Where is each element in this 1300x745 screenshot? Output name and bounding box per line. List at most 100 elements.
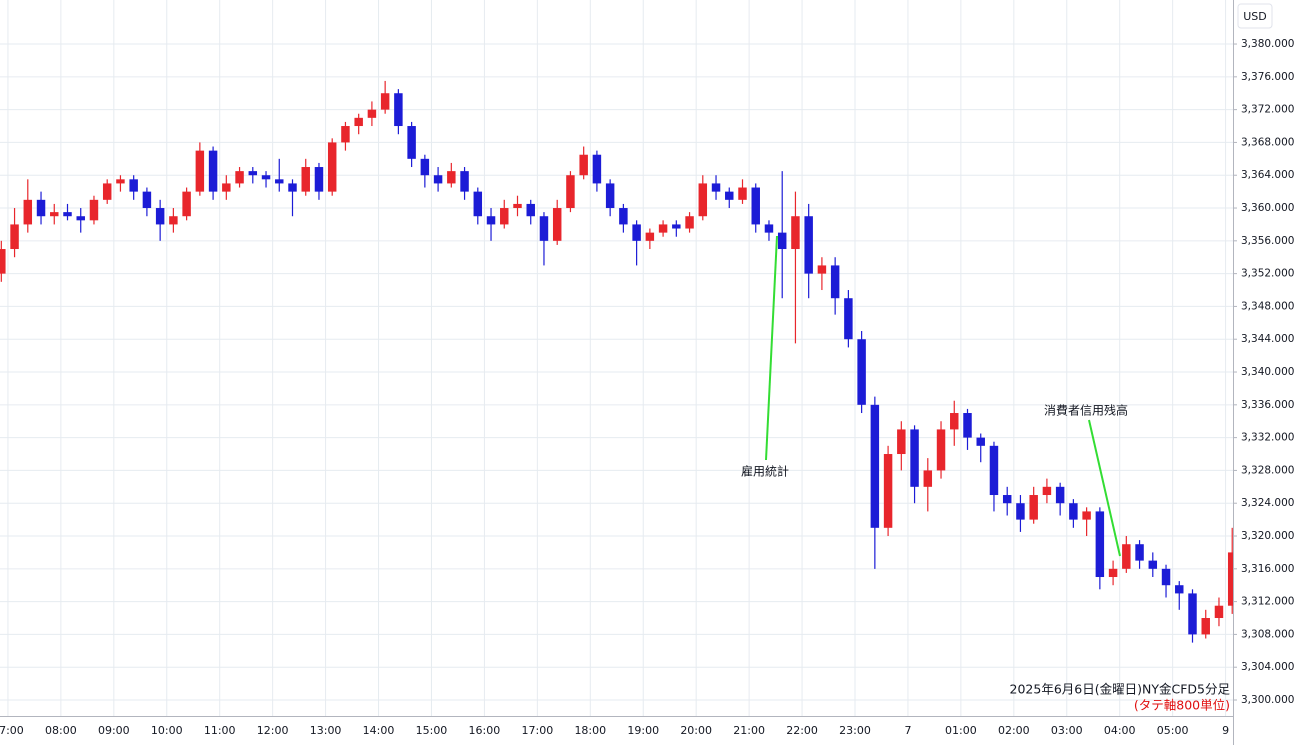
candle-body [1201, 618, 1210, 635]
candle-body [751, 187, 760, 225]
candle-body [1108, 568, 1118, 578]
chart-note-2: (タテ軸800単位) [1134, 698, 1230, 713]
candle-body [605, 183, 615, 209]
x-tick-label: 05:00 [1157, 724, 1189, 737]
candle-body [804, 216, 813, 274]
candle-body [275, 179, 284, 184]
y-tick-label: 3,364.000 [1241, 169, 1294, 181]
candle-body [844, 298, 853, 340]
annotations: 雇用統計 消費者信用残高 [741, 235, 1128, 557]
x-tick-label: 01:00 [945, 724, 977, 737]
candle-body [1227, 552, 1233, 606]
candle-body [23, 199, 33, 225]
candle-body [486, 216, 496, 225]
candle-body [1082, 511, 1091, 520]
y-tick-label: 3,312.000 [1241, 596, 1294, 608]
y-tick-label: 3,308.000 [1241, 628, 1294, 640]
candle-body [1069, 503, 1078, 520]
x-tick-label: 12:00 [257, 724, 289, 737]
candle-body [526, 203, 535, 217]
y-tick-label: 3,376.000 [1241, 71, 1294, 83]
x-tick-label: 14:00 [363, 724, 395, 737]
candle-body [989, 445, 999, 496]
candle-body [102, 183, 112, 200]
candle-body [817, 265, 827, 274]
candle-body [354, 117, 363, 127]
candle-body [1188, 593, 1197, 635]
candle-body [1029, 495, 1038, 520]
x-tick-label: 13:00 [310, 724, 342, 737]
candle-body [539, 216, 549, 241]
candle-body [76, 216, 85, 221]
candle-body [658, 224, 668, 233]
candle-body [1095, 511, 1105, 578]
chart-note: 2025年6月6日(金曜日)NY金CFD5分足 [1010, 682, 1231, 697]
y-tick-label: 3,328.000 [1241, 464, 1294, 476]
currency-box [1237, 3, 1273, 29]
candle-body [923, 470, 933, 487]
candle-body [883, 454, 893, 528]
y-tick-label: 3,320.000 [1241, 530, 1294, 542]
candle-body [288, 183, 297, 192]
candle-body [592, 154, 602, 184]
candle-body [897, 429, 906, 455]
candle-body [1135, 544, 1144, 561]
candle-body [1042, 486, 1052, 496]
candle-body [764, 224, 774, 233]
candle-body [235, 171, 244, 184]
candle-body [142, 191, 152, 209]
candle-body [10, 224, 19, 250]
candle-body [738, 187, 747, 200]
currency: USD [1243, 10, 1267, 23]
y-tick-label: 3,324.000 [1241, 497, 1294, 509]
candle-body [711, 183, 721, 192]
candle-body [870, 404, 880, 528]
y-tick-label: 3,360.000 [1241, 202, 1294, 214]
x-tick-label: 03:00 [1051, 724, 1083, 737]
candle-body [394, 93, 403, 127]
y-tick-label: 3,380.000 [1241, 38, 1294, 50]
x-tick-label: 23:00 [839, 724, 871, 737]
candle-body [950, 413, 959, 430]
candles [0, 80, 1233, 643]
candle-body [407, 126, 416, 159]
x-tick-label: 10:00 [151, 724, 183, 737]
candle-body [777, 232, 787, 250]
candle-body [1002, 495, 1012, 504]
x-tick-label: 11:00 [204, 724, 236, 737]
x-tick-label: 08:00 [45, 724, 77, 737]
candle-body [857, 339, 866, 405]
candle-body [36, 199, 46, 217]
annotation-line [765, 235, 778, 461]
x-tick-label: 18:00 [574, 724, 606, 737]
candle-body [566, 175, 575, 209]
y-tick-label: 3,336.000 [1241, 399, 1294, 411]
candle-body [632, 224, 641, 241]
y-tick-label: 3,316.000 [1241, 563, 1294, 575]
annotation: 消費者信用残高 [1044, 403, 1128, 418]
candle-body [1175, 585, 1184, 594]
x-tick-label: 9 [1222, 724, 1229, 737]
candle-body [195, 150, 205, 192]
y-tick-label: 3,368.000 [1241, 136, 1294, 148]
candle-body [976, 437, 985, 446]
candle-body [0, 249, 6, 274]
candle-body [89, 199, 99, 221]
candle-body [910, 429, 919, 487]
x-tick-label: 7 [904, 724, 911, 737]
candle-body [116, 179, 125, 184]
candle-body [552, 208, 562, 241]
candle-body [314, 167, 324, 192]
x-tick-label: 16:00 [469, 724, 501, 737]
x-tick-label: 04:00 [1104, 724, 1136, 737]
candle-body [936, 429, 946, 471]
candle-body [473, 191, 483, 217]
candle-body [619, 208, 628, 225]
candle-body [327, 142, 337, 192]
candle-body [698, 183, 708, 217]
x-tick-label: 15:00 [416, 724, 448, 737]
x-tick-label: 19:00 [627, 724, 659, 737]
candle-body [685, 216, 694, 229]
candle-body [248, 171, 258, 176]
